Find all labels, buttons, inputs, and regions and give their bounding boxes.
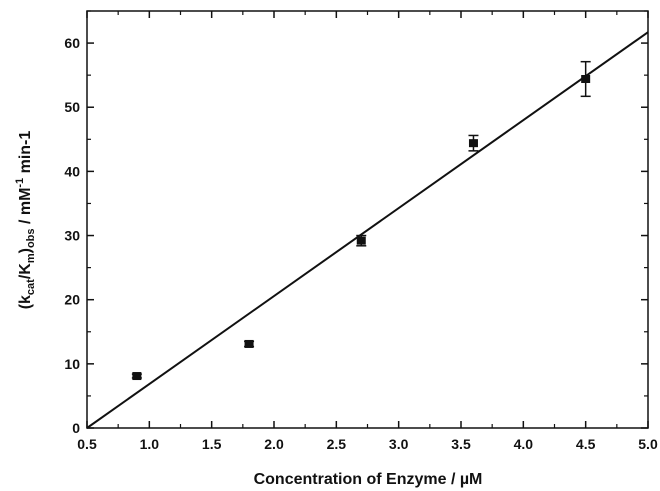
x-tick-label: 3.5 bbox=[451, 436, 471, 452]
x-tick-label: 4.0 bbox=[514, 436, 534, 452]
y-axis-title: (kcat/Km)obs / mM-1 min-1 bbox=[14, 131, 37, 310]
y-tick-label: 10 bbox=[64, 356, 80, 372]
axis-ticks bbox=[86, 10, 649, 429]
x-tick-label: 2.0 bbox=[264, 436, 284, 452]
data-point bbox=[356, 234, 367, 247]
data-point bbox=[244, 339, 255, 348]
data-points bbox=[131, 60, 591, 381]
y-tick-label: 60 bbox=[64, 35, 80, 51]
point-marker bbox=[244, 339, 254, 348]
x-tick-label: 1.5 bbox=[202, 436, 222, 452]
x-tick-label: 3.0 bbox=[389, 436, 409, 452]
point-marker bbox=[356, 236, 366, 245]
x-tick-label: 1.0 bbox=[140, 436, 160, 452]
y-tick-labels: 0 10 20 30 40 50 60 bbox=[64, 35, 80, 436]
x-tick-label: 4.5 bbox=[576, 436, 596, 452]
data-point bbox=[131, 372, 142, 381]
fit-line bbox=[86, 31, 649, 429]
x-axis-title: Concentration of Enzyme / µM bbox=[254, 471, 483, 488]
x-tick-labels: 0.5 1.0 1.5 2.0 2.5 3.0 3.5 4.0 4.5 5.0 bbox=[77, 436, 658, 452]
y-tick-label: 30 bbox=[64, 228, 80, 244]
y-tick-label: 20 bbox=[64, 292, 80, 308]
point-marker bbox=[468, 139, 478, 148]
data-point bbox=[468, 134, 479, 152]
point-marker bbox=[132, 372, 142, 381]
y-tick-label: 40 bbox=[64, 163, 80, 179]
data-point bbox=[580, 60, 591, 98]
x-tick-label: 5.0 bbox=[638, 436, 658, 452]
x-tick-label: 2.5 bbox=[327, 436, 347, 452]
point-marker bbox=[581, 75, 591, 84]
y-tick-label: 50 bbox=[64, 99, 80, 115]
plot-frame bbox=[86, 10, 649, 429]
y-tick-label: 0 bbox=[72, 420, 80, 436]
x-tick-label: 0.5 bbox=[77, 436, 97, 452]
